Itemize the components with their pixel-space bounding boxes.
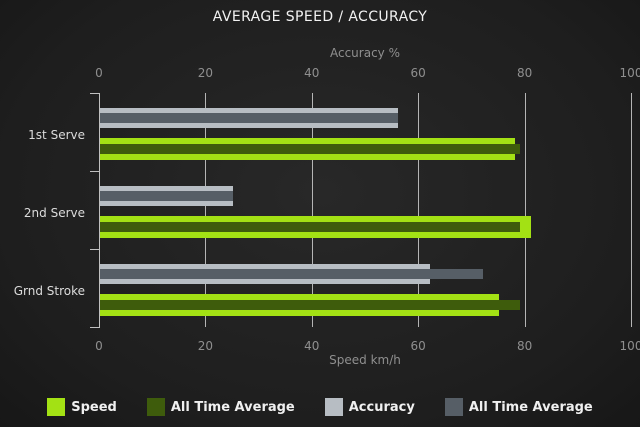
accuracy-bar-group — [100, 186, 632, 206]
legend-item: All Time Average — [444, 398, 593, 416]
bottom-axis-tick-label: 20 — [197, 339, 214, 353]
speed-bar-group — [100, 138, 632, 160]
top-axis-tick-label: 60 — [410, 66, 426, 80]
category-label: 1st Serve — [28, 128, 85, 142]
legend-label: All Time Average — [468, 399, 593, 415]
gridline — [205, 93, 207, 327]
bar-speed-average — [100, 300, 521, 310]
gridline — [418, 93, 420, 327]
speed-bar-group — [100, 294, 632, 316]
legend-label: All Time Average — [170, 399, 295, 415]
top-axis-tick-label: 100 — [619, 66, 640, 80]
gridline — [311, 93, 313, 327]
top-axis-tick-label: 20 — [197, 66, 214, 80]
category-axis-tick — [90, 327, 100, 328]
category-axis-tick — [90, 171, 100, 172]
bar-accuracy-average — [100, 113, 398, 123]
gridline — [631, 93, 632, 327]
legend-label: Accuracy — [348, 399, 415, 415]
bar-speed-average — [100, 222, 521, 232]
plot-area — [90, 93, 632, 328]
bottom-axis-tick-label: 100 — [619, 339, 640, 353]
bottom-axis-tick-label: 40 — [304, 339, 320, 353]
category-label: 2nd Serve — [23, 206, 85, 220]
top-axis-tick-label: 0 — [95, 66, 103, 80]
bottom-axis-label: Speed km/h — [329, 353, 401, 367]
chart-title: AVERAGE SPEED / ACCURACY — [212, 9, 428, 25]
bar-accuracy-average — [100, 191, 233, 201]
gridline — [524, 93, 526, 327]
category-label: Grnd Stroke — [13, 284, 85, 298]
category-axis-tick — [90, 249, 100, 250]
top-axis-tick-label: 80 — [516, 66, 533, 80]
bottom-axis-tick-label: 80 — [516, 339, 533, 353]
legend-swatch — [146, 398, 165, 416]
category-axis-tick — [90, 93, 100, 94]
legend-item: All Time Average — [146, 398, 295, 416]
bar-speed-average — [100, 144, 521, 154]
legend: Speed All Time Average Accuracy All Time Av… — [0, 398, 640, 416]
bottom-axis-tick-label: 0 — [95, 339, 103, 353]
legend-swatch — [47, 398, 66, 416]
legend-item: Accuracy — [324, 398, 415, 416]
legend-swatch — [444, 398, 463, 416]
legend-label: Speed — [71, 399, 117, 415]
legend-item: Speed — [47, 398, 117, 416]
top-axis-label: Accuracy % — [329, 46, 400, 60]
legend-swatch — [324, 398, 343, 416]
speed-bar-group — [100, 216, 632, 238]
accuracy-bar-group — [100, 108, 632, 128]
bottom-axis-tick-label: 60 — [410, 339, 426, 353]
accuracy-bar-group — [100, 264, 632, 284]
top-axis-tick-label: 40 — [304, 66, 320, 80]
bar-accuracy-average — [100, 269, 484, 279]
